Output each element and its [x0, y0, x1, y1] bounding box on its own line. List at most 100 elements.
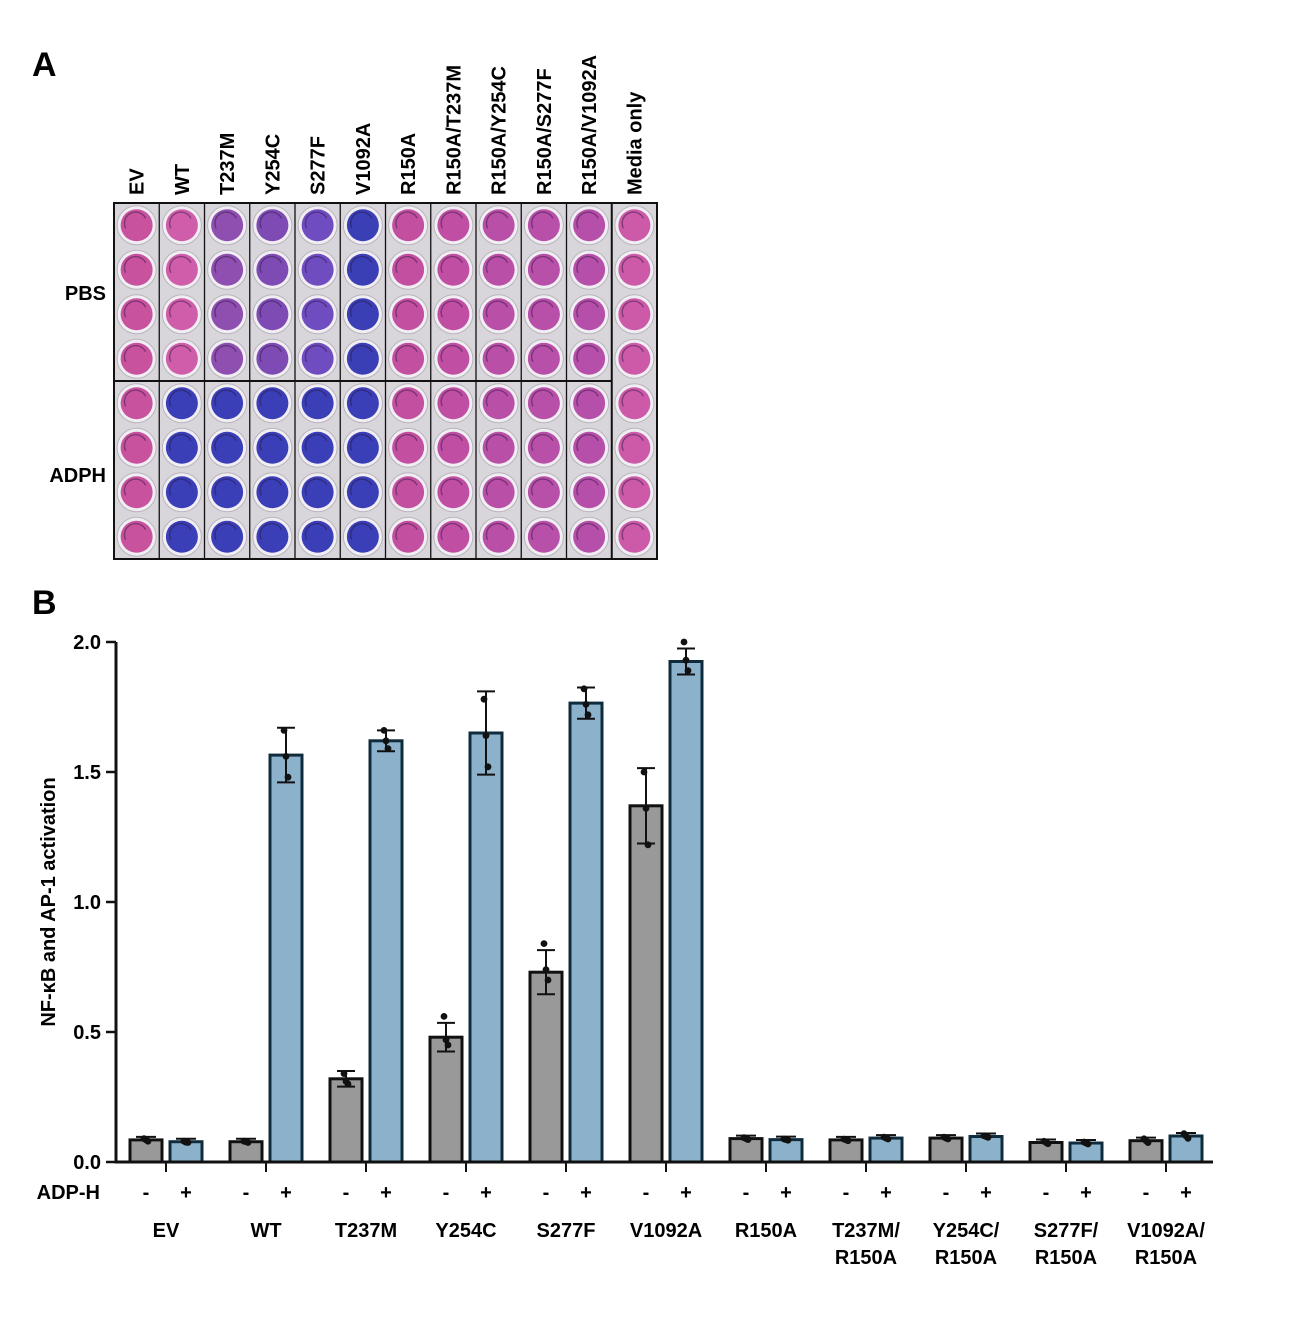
- x-category-label-line2: R150A: [935, 1247, 997, 1269]
- x-category-label: Y254C/: [933, 1220, 1000, 1242]
- y-axis-title: NF-κB and AP-1 activation: [38, 777, 60, 1026]
- y-axis: 0.0 0.5 1.0 1.5 2.0: [73, 632, 118, 1174]
- well: [301, 253, 334, 286]
- well: [301, 520, 334, 553]
- well-meniscus: [169, 389, 192, 407]
- treatment-sign: -: [543, 1182, 550, 1204]
- well-meniscus: [304, 211, 328, 229]
- well: [482, 431, 515, 464]
- data-point: [944, 1135, 952, 1143]
- well: [392, 253, 425, 286]
- well-meniscus: [576, 300, 599, 318]
- well-meniscus: [485, 433, 509, 452]
- well-meniscus: [123, 389, 147, 407]
- panel-b-label: B: [32, 584, 57, 622]
- well-meniscus: [395, 433, 418, 452]
- well: [573, 387, 606, 420]
- well: [165, 298, 198, 331]
- data-point: [642, 805, 650, 812]
- y-tick-label: 0.0: [73, 1152, 101, 1174]
- data-point: [482, 732, 490, 739]
- bar-series: [128, 638, 1204, 1164]
- plate-wells: [116, 205, 655, 557]
- data-point: [682, 656, 690, 664]
- well-meniscus: [440, 300, 464, 318]
- well: [120, 520, 153, 553]
- well: [527, 298, 560, 331]
- well-meniscus: [214, 389, 237, 407]
- well: [437, 209, 470, 242]
- plate-column-label: T237M: [217, 133, 239, 195]
- well-meniscus: [576, 344, 599, 363]
- well-meniscus: [214, 300, 237, 318]
- x-category-label-line2: R150A: [1035, 1247, 1097, 1269]
- well-meniscus: [259, 389, 283, 407]
- well: [120, 209, 153, 242]
- data-point: [184, 1139, 192, 1146]
- well-meniscus: [531, 211, 554, 229]
- data-point: [684, 667, 692, 674]
- well-meniscus: [169, 478, 192, 496]
- well: [346, 387, 379, 420]
- well: [256, 476, 289, 509]
- well: [165, 387, 198, 420]
- well-meniscus: [123, 255, 147, 274]
- well: [482, 520, 515, 553]
- well: [618, 476, 651, 509]
- well-meniscus: [531, 344, 554, 363]
- treatment-sign: +: [1180, 1182, 1192, 1204]
- x-category-label: EV: [153, 1220, 180, 1242]
- well: [482, 342, 515, 375]
- well: [211, 209, 244, 242]
- well: [346, 253, 379, 286]
- x-category-label-line2: R150A: [1135, 1247, 1197, 1269]
- well-meniscus: [395, 389, 418, 407]
- data-point: [444, 1041, 452, 1049]
- y-tick-label: 1.0: [73, 892, 101, 914]
- data-point: [384, 745, 392, 752]
- data-point: [340, 1070, 348, 1077]
- data-point: [544, 976, 552, 984]
- well: [301, 387, 334, 420]
- well-meniscus: [350, 389, 373, 407]
- well-meniscus: [485, 300, 509, 318]
- well: [527, 520, 560, 553]
- well: [211, 253, 244, 286]
- treatment-sign: -: [643, 1182, 650, 1204]
- well-meniscus: [395, 478, 418, 496]
- bar: [268, 753, 304, 1164]
- well-meniscus: [304, 389, 328, 407]
- y-tick-label: 1.5: [73, 762, 101, 784]
- well-meniscus: [395, 300, 418, 318]
- x-category-label: S277F/: [1034, 1220, 1099, 1242]
- panel-a-label: A: [32, 46, 57, 84]
- well-meniscus: [621, 344, 645, 363]
- data-point: [382, 737, 390, 745]
- well: [346, 209, 379, 242]
- well: [256, 298, 289, 331]
- well-meniscus: [259, 211, 283, 229]
- well: [256, 209, 289, 242]
- well-meniscus: [304, 255, 328, 274]
- x-category-label: Y254C: [435, 1220, 496, 1242]
- well: [618, 431, 651, 464]
- well: [618, 298, 651, 331]
- treatment-sign: -: [343, 1182, 350, 1204]
- well: [346, 298, 379, 331]
- data-point: [1084, 1140, 1092, 1148]
- well-meniscus: [123, 344, 147, 363]
- well-meniscus: [576, 433, 599, 452]
- x-category-label-line2: R150A: [835, 1247, 897, 1269]
- well-meniscus: [169, 211, 192, 229]
- treatment-sign: +: [1080, 1182, 1092, 1204]
- well-meniscus: [531, 255, 554, 274]
- well-meniscus: [214, 522, 237, 541]
- well-meniscus: [123, 300, 147, 318]
- well-meniscus: [576, 478, 599, 496]
- well-meniscus: [123, 211, 147, 229]
- well-meniscus: [440, 255, 464, 274]
- treatment-sign: +: [380, 1182, 392, 1204]
- well: [618, 387, 651, 420]
- well: [527, 476, 560, 509]
- data-point: [984, 1133, 992, 1141]
